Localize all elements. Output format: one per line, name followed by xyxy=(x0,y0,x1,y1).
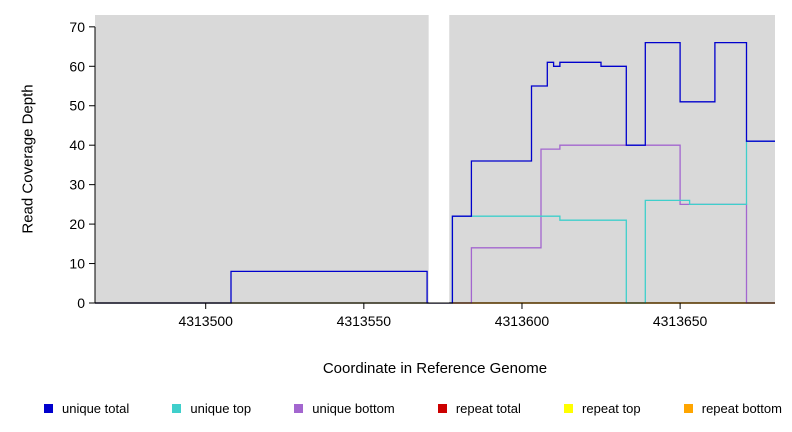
legend-swatch-icon xyxy=(437,403,447,413)
legend-label: unique bottom xyxy=(312,400,395,416)
legend-item-repeat-top: repeat top xyxy=(564,401,641,416)
x-axis-label: Coordinate in Reference Genome xyxy=(322,360,548,377)
y-axis-label: Read Coverage Depth xyxy=(19,84,37,234)
legend-item-unique-bottom: unique bottom xyxy=(294,400,395,416)
legend-item-unique-total: unique total xyxy=(44,401,129,416)
legend-swatch-icon xyxy=(44,403,53,413)
y-tick-label: 30 xyxy=(69,177,85,193)
legend-item-unique-top: unique top xyxy=(172,401,251,416)
legend-label: repeat total xyxy=(455,400,521,416)
x-tick-label: 4313650 xyxy=(653,313,708,329)
masked-region xyxy=(428,15,450,303)
legend-label: repeat bottom xyxy=(701,400,782,416)
y-tick-label: 10 xyxy=(69,256,85,272)
y-tick-label: 0 xyxy=(77,295,85,311)
legend-swatch-icon xyxy=(172,403,182,413)
y-tick-label: 50 xyxy=(69,98,85,114)
legend-swatch-icon xyxy=(683,403,693,413)
legend-label: repeat top xyxy=(582,400,641,416)
legend-label: unique top xyxy=(190,400,252,416)
legend-item-repeat-total: repeat total xyxy=(437,400,521,416)
y-tick-label: 20 xyxy=(69,216,85,232)
legend-item-repeat-bottom: repeat bottom xyxy=(683,400,782,416)
y-tick-label: 60 xyxy=(69,58,85,74)
y-tick-label: 40 xyxy=(69,137,85,153)
x-tick-label: 4313600 xyxy=(495,313,550,329)
series-line-unique-bottom xyxy=(95,144,775,304)
legend-swatch-icon xyxy=(294,403,304,413)
y-tick-label: 70 xyxy=(69,19,85,35)
legend-label: unique total xyxy=(62,400,130,416)
legend: unique total unique top unique bottom repea… xyxy=(44,399,782,417)
x-tick-label: 4313550 xyxy=(337,313,392,329)
legend-swatch-icon xyxy=(564,403,574,413)
x-tick-label: 4313500 xyxy=(178,313,233,329)
